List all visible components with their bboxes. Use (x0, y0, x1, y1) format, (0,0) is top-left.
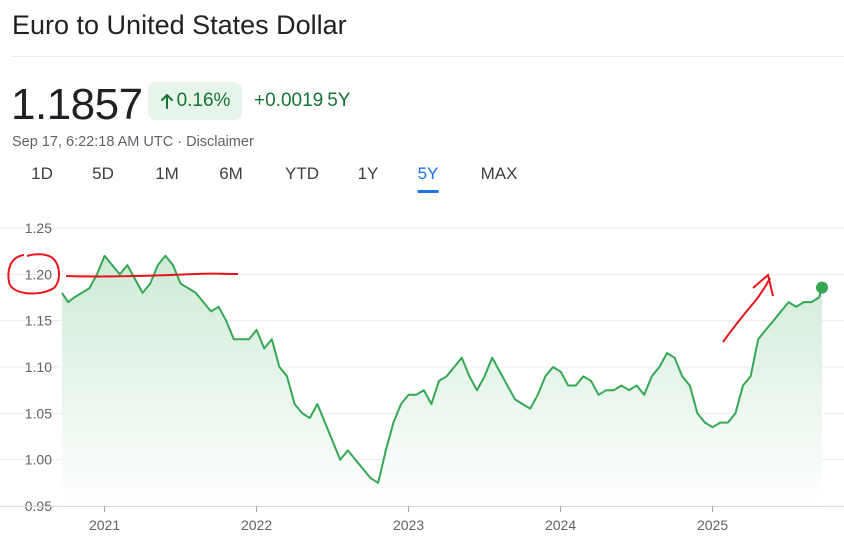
change-absolute-value: +0.0019 (254, 90, 324, 111)
timestamp-line: Sep 17, 6:22:18 AM UTC · Disclaimer (12, 134, 254, 150)
x-tick-label: 2024 (545, 517, 576, 533)
tab-max[interactable]: MAX (480, 164, 518, 183)
current-price: 1.1857 (11, 80, 143, 129)
change-percent: 0.16% (176, 90, 231, 111)
y-tick-label: 1.00 (25, 452, 52, 468)
tab-5y[interactable]: 5Y (417, 164, 439, 193)
tab-1m[interactable]: 1M (155, 164, 179, 183)
page-title: Euro to United States Dollar (12, 10, 347, 40)
x-tick-label: 2021 (89, 517, 120, 533)
y-tick-label: 1.15 (25, 313, 52, 329)
x-tick-label: 2025 (697, 517, 728, 533)
tab-5d[interactable]: 5D (92, 164, 114, 183)
y-tick-label: 1.10 (25, 359, 52, 375)
tab-1d[interactable]: 1D (31, 164, 53, 183)
red-annotation (7, 253, 774, 343)
change-absolute: +0.0019 5Y (254, 90, 350, 112)
range-tabs: 1D 5D 1M 6M YTD 1Y 5Y MAX (0, 164, 560, 194)
timestamp: Sep 17, 6:22:18 AM UTC (12, 134, 174, 150)
tab-ytd[interactable]: YTD (285, 164, 319, 183)
y-tick-label: 1.25 (25, 220, 52, 236)
y-tick-label: 1.05 (25, 405, 52, 421)
annotation-arrow (722, 277, 771, 343)
annotation-arrowhead (752, 273, 774, 297)
tab-6m[interactable]: 6M (219, 164, 243, 183)
y-tick-label: 1.20 (25, 266, 52, 282)
tab-1y[interactable]: 1Y (357, 164, 379, 183)
change-percent-badge: 0.16% (148, 82, 242, 120)
x-tick-label: 2022 (241, 517, 272, 533)
x-tick-label: 2023 (393, 517, 424, 533)
exchange-rate-chart: 0.951.001.051.101.151.201.25 2021 2022 202… (0, 220, 844, 533)
annotation-line (65, 272, 239, 278)
area-fill (62, 255, 822, 506)
separator: · (177, 134, 183, 150)
price-line (61, 254, 823, 484)
annotation-circle (7, 253, 60, 295)
change-period: 5Y (327, 90, 351, 111)
header-divider (12, 56, 844, 57)
disclaimer-link[interactable]: Disclaimer (186, 134, 254, 150)
last-price-dot[interactable] (816, 281, 828, 294)
arrow-up-icon (160, 94, 173, 109)
